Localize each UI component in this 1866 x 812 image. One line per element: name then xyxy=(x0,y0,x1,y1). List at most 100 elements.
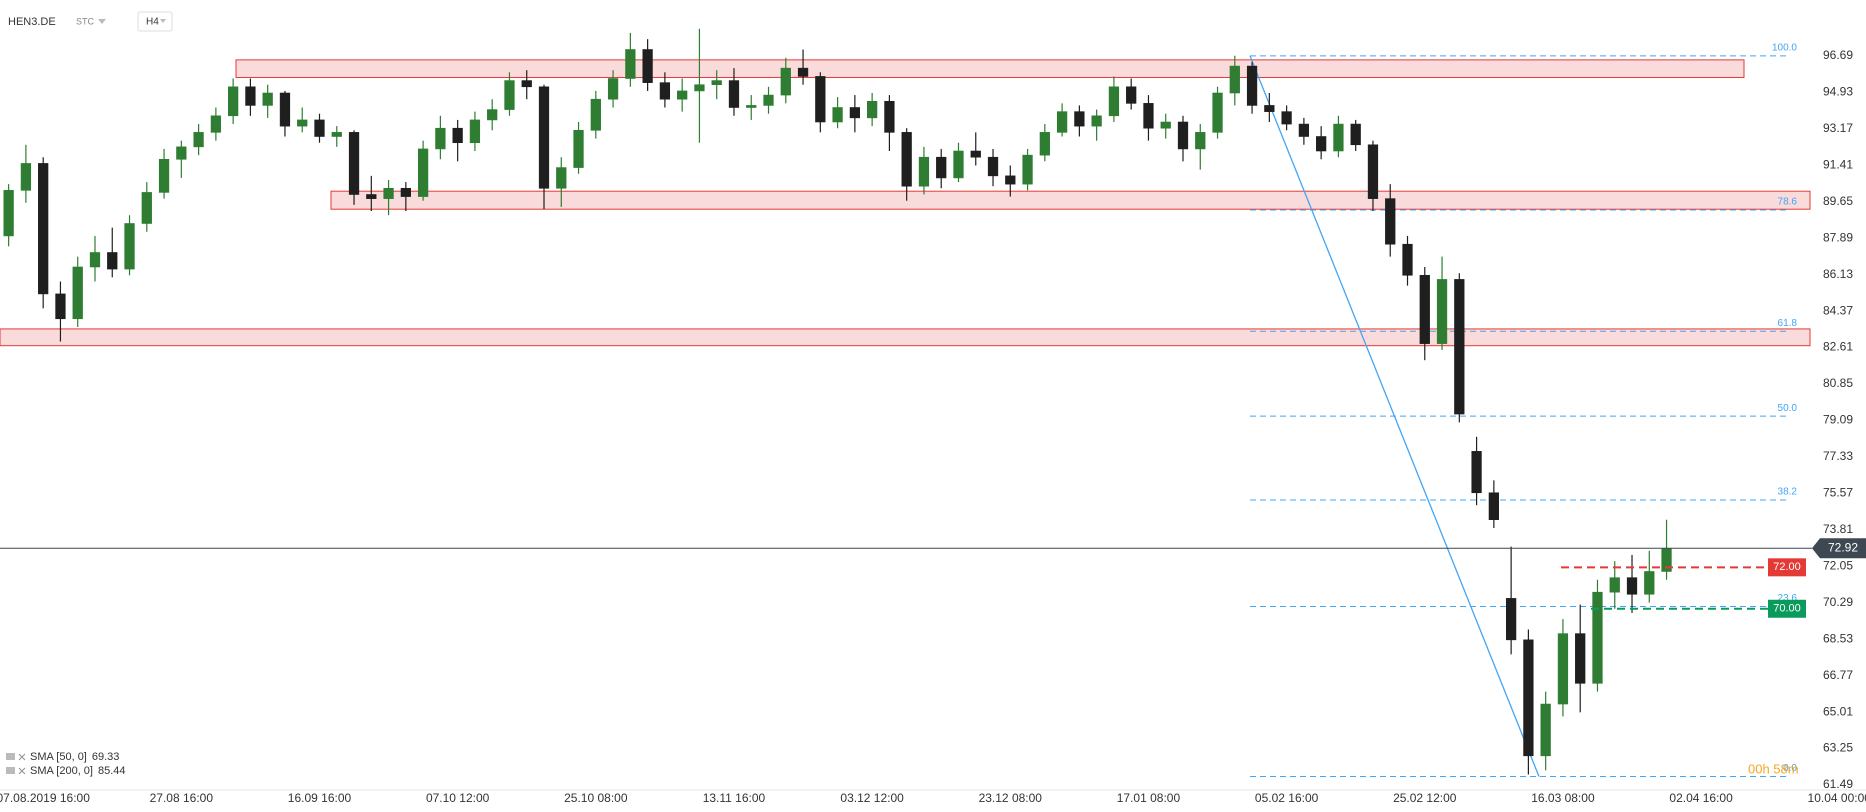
candle-body xyxy=(1091,115,1102,127)
fib-label: 78.6 xyxy=(1778,197,1798,208)
zone xyxy=(0,328,1811,347)
fib-label: 100.0 xyxy=(1772,43,1797,54)
interval-box[interactable] xyxy=(137,11,173,32)
candle-body xyxy=(1367,144,1379,199)
candle-body xyxy=(780,67,791,96)
candle-body xyxy=(417,148,429,197)
candle-body xyxy=(504,80,515,110)
indicator-remove[interactable] xyxy=(18,753,26,761)
x-tick-label: 02.04 16:00 xyxy=(1669,791,1733,805)
candle-body xyxy=(1056,111,1068,133)
candle-body xyxy=(1523,639,1534,757)
candle-body xyxy=(158,158,170,193)
y-tick-label: 80.85 xyxy=(1823,376,1853,390)
candle-body xyxy=(1074,111,1085,127)
candle-body xyxy=(625,49,636,79)
fib-label: 61.8 xyxy=(1778,318,1798,329)
candle-body xyxy=(746,105,757,108)
candle-body xyxy=(521,80,532,88)
candle-body xyxy=(279,92,291,127)
candle-body xyxy=(642,49,653,83)
y-tick-label: 66.77 xyxy=(1823,668,1853,682)
price-line-tag[interactable] xyxy=(1768,599,1806,618)
fib-label: 23.6 xyxy=(1778,593,1798,604)
candle-body xyxy=(936,156,947,179)
candle-body xyxy=(452,127,463,144)
candle-body xyxy=(210,115,222,133)
candle-body xyxy=(245,86,256,106)
candle-body xyxy=(797,67,809,77)
candle-body xyxy=(228,86,239,117)
y-tick-label: 70.29 xyxy=(1823,595,1853,609)
x-tick-label: 07.08.2019 16:00 xyxy=(0,791,90,805)
candle-body xyxy=(1005,175,1016,185)
y-tick-label: 77.33 xyxy=(1823,449,1853,463)
fib-trend xyxy=(1249,55,1540,777)
x-tick-label: 27.08 16:00 xyxy=(150,791,214,805)
interval[interactable]: H4 xyxy=(146,17,159,28)
price-line-label[interactable]: 70.00 xyxy=(1773,603,1801,615)
candle-body xyxy=(1316,136,1327,152)
candle-body xyxy=(711,80,722,86)
mode-dropdown[interactable] xyxy=(98,19,106,24)
candle-body xyxy=(590,98,601,131)
candle-body xyxy=(176,146,187,160)
candle-body xyxy=(538,86,550,189)
indicator-icon[interactable] xyxy=(6,753,15,760)
candle-body xyxy=(314,119,325,137)
y-tick-label: 79.09 xyxy=(1823,413,1853,427)
candle-body xyxy=(366,194,377,199)
price-line-label[interactable]: 72.00 xyxy=(1773,561,1801,573)
candle-body xyxy=(556,167,567,189)
candle-body xyxy=(1644,571,1655,595)
candle-body xyxy=(331,132,342,137)
indicator-remove[interactable] xyxy=(18,767,26,775)
candle-body xyxy=(987,156,999,177)
price-line-tag[interactable] xyxy=(1768,558,1806,577)
y-tick-label: 93.17 xyxy=(1823,121,1853,135)
candle-body xyxy=(1385,198,1396,245)
candle-body xyxy=(297,119,308,127)
y-tick-label: 84.37 xyxy=(1823,303,1853,317)
zone xyxy=(330,190,1811,210)
candle-body xyxy=(435,127,446,150)
indicator-icon[interactable] xyxy=(6,767,15,774)
candle-body xyxy=(1195,132,1206,150)
candle-body xyxy=(1350,123,1361,146)
candle-body xyxy=(107,252,118,270)
fib-label: 38.2 xyxy=(1778,487,1798,498)
x-tick-label: 25.10 08:00 xyxy=(564,791,628,805)
candle-body xyxy=(918,156,930,187)
candle-body xyxy=(1264,105,1275,112)
candle-body xyxy=(1246,65,1258,106)
candle-body xyxy=(1436,279,1448,344)
candle-body xyxy=(1592,591,1603,684)
candle-body xyxy=(659,82,671,100)
candle-body xyxy=(677,90,688,100)
x-tick-label: 25.02 12:00 xyxy=(1393,791,1457,805)
interval-dropdown[interactable] xyxy=(160,19,166,23)
candle-body xyxy=(20,163,32,191)
candle-body xyxy=(193,132,204,148)
x-tick-label: 03.12 12:00 xyxy=(840,791,904,805)
mode[interactable]: STC xyxy=(76,16,95,26)
candle-body xyxy=(1402,243,1413,276)
candle-body xyxy=(1177,121,1189,150)
candle-body xyxy=(1626,577,1638,595)
candle-body xyxy=(866,100,878,119)
candle-body xyxy=(728,80,740,108)
candle-body xyxy=(1505,598,1517,641)
candle-body xyxy=(1333,123,1344,152)
candle-body xyxy=(832,107,843,123)
candle-body xyxy=(1575,633,1586,684)
candle-body xyxy=(400,187,411,197)
candle-body xyxy=(1298,123,1310,137)
y-tick-label: 87.89 xyxy=(1823,230,1853,244)
candle-body xyxy=(1471,451,1482,494)
y-tick-label: 91.41 xyxy=(1823,157,1853,171)
candle-body xyxy=(1212,92,1223,133)
candle-body xyxy=(901,132,912,187)
candle-body xyxy=(1039,132,1050,156)
